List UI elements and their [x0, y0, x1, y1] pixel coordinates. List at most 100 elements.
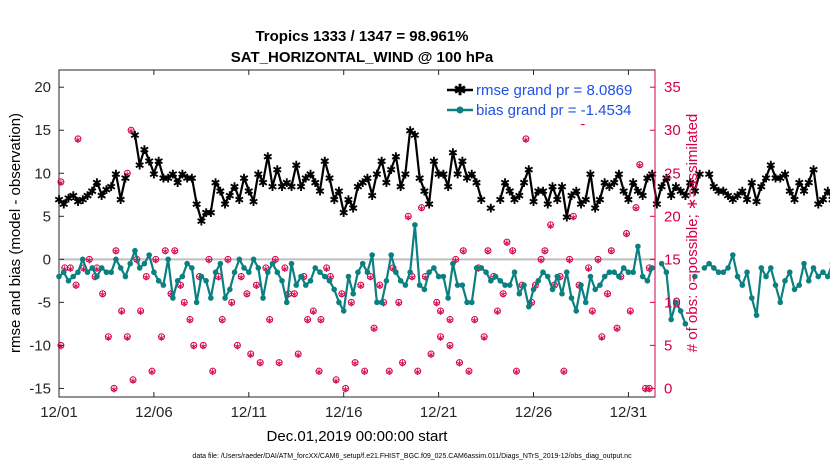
obs-assimilated-mark: ∗: [148, 367, 156, 378]
obs-count-marker: ∗: [641, 384, 649, 395]
obs-assimilated-mark: ∗: [622, 230, 630, 241]
rmse-point: ✱: [609, 176, 619, 190]
obs-assimilated-mark: ∗: [228, 298, 236, 309]
bias-point: [75, 269, 81, 276]
obs-possible-mark: [598, 333, 606, 341]
obs-possible-mark: [243, 290, 251, 298]
obs-possible-mark: [281, 264, 289, 272]
obs-possible-mark: [541, 247, 549, 255]
bias-point: [544, 273, 551, 280]
bias-point: [682, 321, 689, 327]
obs-possible-mark: [569, 212, 577, 220]
rmse-point: ✱: [657, 180, 667, 194]
rmse-point: ✱: [514, 189, 524, 203]
bias-point: [331, 286, 338, 293]
rmse-point: ✱: [761, 172, 771, 186]
legend-bias-label: bias grand pr = -1.4534: [476, 102, 632, 119]
bias-point: [302, 282, 309, 288]
bias-point: [84, 269, 91, 276]
obs-possible-mark: [404, 212, 412, 220]
obs-count-marker: ∗: [237, 273, 245, 284]
obs-count-marker: ∗: [98, 290, 106, 301]
obs-possible-mark: [190, 341, 198, 349]
obs-possible-mark: [395, 298, 403, 306]
obs-possible-mark: [304, 316, 312, 324]
obs-assimilated-mark: ∗: [98, 290, 106, 301]
rmse-point: ✱: [158, 172, 168, 186]
rmse-point: ✱: [424, 197, 434, 211]
obs-assimilated-mark: ∗: [66, 264, 74, 275]
obs-assimilated-mark: ∗: [57, 341, 65, 352]
bias-point: [530, 286, 537, 293]
bias-point: [231, 269, 238, 276]
obs-count-marker: ∗: [569, 212, 577, 223]
obs-assimilated-mark: ∗: [613, 324, 621, 335]
bias-point: [203, 278, 209, 284]
rmse-point: ✱: [799, 184, 809, 198]
bias-point: [165, 256, 171, 263]
rmse-point: ✱: [343, 193, 353, 207]
obs-assimilated-mark: ∗: [470, 316, 478, 327]
rmse-point: ✱: [524, 163, 534, 177]
obs-assimilated-mark: ∗: [74, 135, 82, 146]
obs-possible-mark: [129, 376, 137, 384]
obs-possible-mark: [152, 255, 160, 263]
bias-point: [450, 260, 456, 267]
bias-point: [359, 260, 366, 267]
rmse-point: ✱: [585, 167, 595, 181]
bias-point: [535, 278, 542, 284]
obs-count-marker: ∗: [157, 333, 165, 344]
bias-point: [426, 269, 432, 276]
rmse-point: ✱: [775, 172, 785, 186]
rmse-point: ✱: [652, 197, 662, 211]
bias-point: [635, 243, 641, 250]
plot-area: [58, 69, 656, 398]
bias-point: [559, 290, 565, 297]
y-left-tick-label: 15: [34, 122, 51, 139]
obs-count-marker: ∗: [74, 135, 82, 146]
obs-count-marker: ∗: [512, 367, 520, 378]
obs-count-marker: ∗: [607, 247, 615, 258]
rmse-point: ✱: [139, 143, 149, 157]
obs-possible-mark: [218, 316, 226, 324]
obs-count-marker: ∗: [417, 204, 425, 215]
obs-assimilated-mark: ∗: [123, 169, 131, 180]
y-left-tick-label: -10: [29, 337, 51, 354]
obs-possible-mark: [446, 341, 454, 349]
obs-possible-mark: [604, 290, 612, 298]
rmse-point: ✱: [808, 163, 818, 177]
obs-possible-mark: [233, 341, 241, 349]
bias-point: [824, 273, 830, 280]
rmse-point: ✱: [486, 202, 496, 216]
obs-assimilated-mark: ∗: [537, 255, 545, 266]
bias-point: [568, 295, 575, 301]
bias-point: [431, 265, 437, 271]
rmse-point: ✱: [704, 167, 714, 181]
obs-assimilated-mark: ∗: [522, 135, 530, 146]
rmse-point: ✱: [78, 193, 88, 207]
obs-assimilated-mark: ∗: [584, 264, 592, 275]
rmse-point: ✱: [619, 184, 629, 198]
bias-point: [791, 286, 798, 293]
rmse-point: ✱: [709, 180, 719, 194]
obs-possible-mark: [465, 367, 473, 375]
x-tick-label: 12/26: [515, 404, 553, 421]
obs-possible-mark: [537, 255, 545, 263]
obs-possible-mark: [142, 273, 150, 281]
obs-possible-mark: [161, 247, 169, 255]
bias-point: [89, 265, 96, 271]
obs-assimilated-mark: ∗: [404, 212, 412, 223]
obs-assimilated-mark: ∗: [233, 341, 241, 352]
rmse-point: ✱: [533, 184, 543, 198]
obs-possible-mark: [385, 367, 393, 375]
rmse-point: ✱: [149, 167, 159, 181]
obs-assimilated-mark: ∗: [408, 273, 416, 284]
rmse-point: ✱: [495, 193, 505, 207]
obs-count-marker: ∗: [508, 247, 516, 258]
bias-point: [692, 273, 698, 280]
obs-assimilated-mark: ∗: [209, 367, 217, 378]
rmse-point: ✱: [111, 167, 121, 181]
rmse-point: ✱: [263, 150, 273, 164]
bias-point: [616, 273, 622, 280]
obs-count-marker: ∗: [446, 341, 454, 352]
